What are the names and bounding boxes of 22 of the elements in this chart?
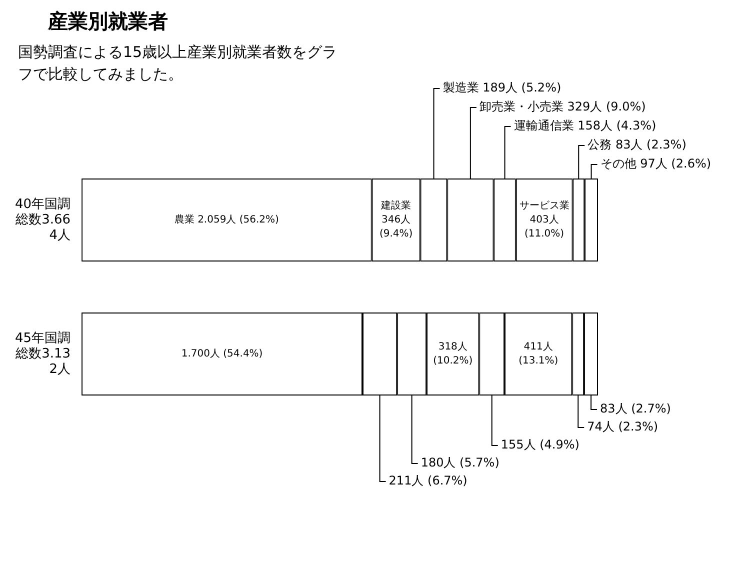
data-label: 83人 (2.7%) [600,402,671,416]
data-label: 155人 (4.9%) [500,438,580,452]
text: 農業 2.059人 (56.2%) [174,214,279,226]
text: 公務 83人 (2.3%) [588,138,686,152]
text: 製造業 189人 (5.2%) [442,80,562,95]
data-label: 74人 (2.3%) [587,420,658,434]
chart-subtitle: 国勢調査による15歳以上産業別就業者数をグラフで比較してみました。 [18,42,338,85]
y-tick-label: 40年国調総数3.664人 [14,196,71,243]
data-label: 403人 (11.0%) [524,214,564,240]
chart-title: 産業別就業者 [48,8,169,35]
data-label: 1.700人 (54.4%) [181,348,263,360]
series-label: 建設業 [380,200,412,212]
data-label: 346人 (9.4%) [379,214,413,240]
y-tick-label: 45年国調総数3.132人 [14,330,71,377]
data-label: 318人 (10.2%) [433,342,473,367]
text: その他 97人 (2.6%) [600,156,712,171]
data-label: 211人 (6.7%) [388,474,468,488]
data-label: 180人 (5.7%) [420,456,500,470]
text: 運輸通信業 158人 (4.3%) [514,118,656,133]
text: 卸売業・小売業 329人 (9.0%) [479,100,646,114]
series-label: サービス業 [519,200,570,212]
data-label: 411人 (13.1%) [518,342,558,367]
